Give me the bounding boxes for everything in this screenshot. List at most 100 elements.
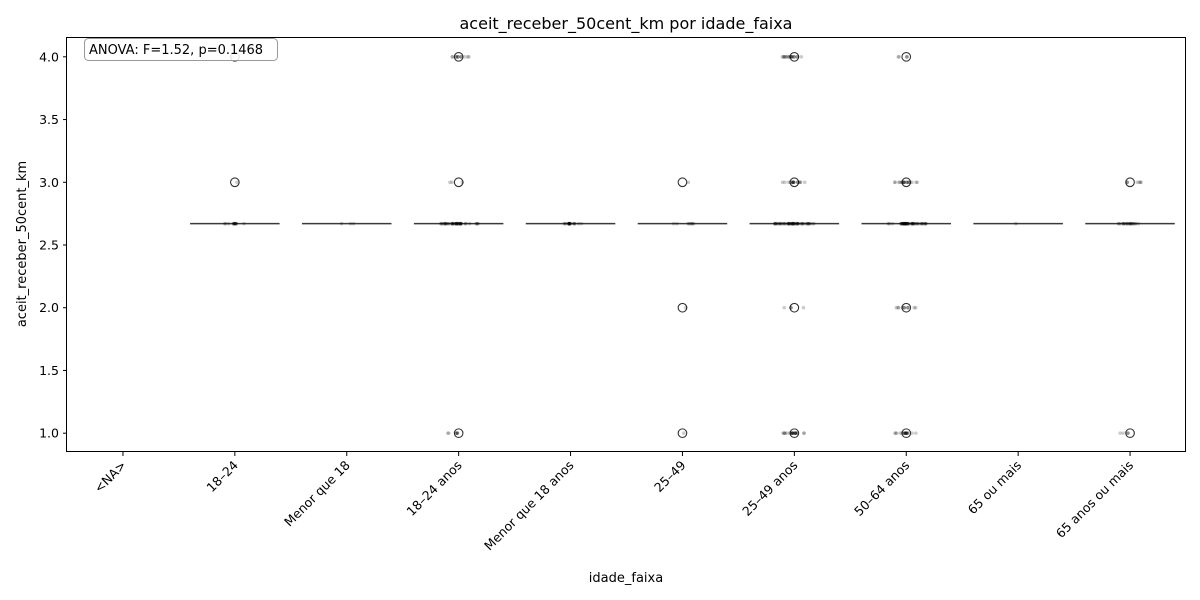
strip-point bbox=[454, 431, 459, 435]
strip-point bbox=[1118, 431, 1122, 435]
strip-point bbox=[791, 180, 795, 185]
strip-point bbox=[910, 180, 914, 185]
strip-point bbox=[446, 221, 450, 226]
strip-point bbox=[904, 180, 909, 185]
strip-point bbox=[1125, 180, 1130, 185]
strip-point bbox=[921, 221, 925, 226]
strip-point bbox=[806, 221, 810, 226]
strip-point bbox=[903, 431, 907, 435]
strip-point bbox=[456, 55, 460, 59]
strip-point bbox=[902, 221, 906, 226]
strip-point bbox=[787, 55, 792, 59]
strip-point bbox=[440, 221, 444, 226]
y-tick-label: 4.0 bbox=[39, 49, 59, 64]
strip-point bbox=[898, 431, 903, 435]
strip-point bbox=[459, 221, 463, 226]
strip-point bbox=[781, 55, 786, 59]
strip-point bbox=[1138, 180, 1143, 185]
strip-point bbox=[783, 431, 788, 435]
strip-point bbox=[904, 221, 909, 226]
strip-point bbox=[450, 55, 455, 59]
strip-point bbox=[901, 221, 905, 226]
y-tick-label: 3.5 bbox=[39, 112, 59, 127]
strip-point bbox=[782, 431, 787, 435]
strip-point bbox=[567, 221, 572, 226]
strip-point bbox=[903, 221, 907, 226]
strip-point bbox=[802, 431, 806, 435]
strip-point bbox=[458, 221, 463, 226]
strip-point bbox=[351, 221, 356, 226]
strip-point bbox=[450, 221, 454, 226]
strip-point bbox=[780, 180, 785, 185]
strip-point bbox=[796, 221, 800, 226]
strip-point bbox=[450, 221, 455, 226]
strip-point bbox=[911, 221, 916, 226]
strip-point bbox=[453, 221, 458, 226]
strip-point bbox=[793, 431, 797, 435]
strip-point bbox=[902, 221, 907, 226]
strip-point bbox=[792, 55, 796, 59]
strip-point bbox=[899, 221, 903, 226]
strip-point bbox=[572, 221, 576, 226]
strip-point bbox=[906, 221, 910, 226]
outlier-point bbox=[677, 177, 688, 188]
strip-point bbox=[792, 221, 796, 226]
strip-point bbox=[893, 431, 898, 435]
strip-point bbox=[914, 431, 918, 435]
strip-point bbox=[896, 180, 901, 185]
outlier-point bbox=[1125, 177, 1135, 188]
strip-point bbox=[904, 431, 908, 435]
strip-point bbox=[781, 221, 785, 226]
strip-point bbox=[463, 221, 468, 226]
strip-point bbox=[802, 180, 807, 185]
strip-point bbox=[906, 221, 911, 226]
strip-point bbox=[456, 221, 460, 226]
strip-point bbox=[801, 305, 806, 310]
strip-point bbox=[234, 221, 239, 226]
strip-point bbox=[567, 221, 571, 226]
strip-point bbox=[791, 431, 795, 435]
strip-point bbox=[896, 305, 901, 310]
strip-point bbox=[438, 221, 443, 226]
strip-point bbox=[786, 180, 791, 185]
strip-point bbox=[920, 221, 925, 226]
strip-point bbox=[567, 221, 571, 226]
strip-point bbox=[785, 221, 790, 226]
strip-point bbox=[789, 305, 793, 310]
strip-point bbox=[797, 180, 802, 185]
strip-point bbox=[777, 221, 782, 226]
strip-point bbox=[795, 221, 800, 226]
y-tick-label: 2.5 bbox=[39, 238, 59, 253]
strip-point bbox=[904, 221, 908, 226]
plot-area bbox=[190, 51, 1175, 439]
strip-point bbox=[568, 221, 573, 226]
strip-point bbox=[242, 221, 246, 226]
strip-point bbox=[686, 221, 691, 226]
strip-point bbox=[901, 180, 906, 185]
strip-point bbox=[456, 221, 461, 226]
strip-point bbox=[1124, 221, 1129, 226]
strip-point bbox=[790, 55, 794, 59]
strip-point bbox=[902, 431, 906, 435]
strip-point bbox=[778, 221, 782, 226]
strip-point bbox=[233, 221, 237, 226]
strip-point bbox=[794, 431, 799, 435]
strip-point bbox=[443, 221, 448, 226]
strip-point bbox=[684, 305, 688, 310]
anova-box bbox=[84, 38, 278, 61]
strip-point bbox=[913, 305, 918, 310]
strip-point bbox=[671, 221, 676, 226]
outlier-point bbox=[789, 428, 800, 439]
strip-point bbox=[898, 180, 902, 185]
strip-point bbox=[887, 221, 892, 226]
strip-point bbox=[910, 221, 915, 226]
strip-point bbox=[443, 221, 448, 226]
strip-point bbox=[791, 221, 795, 226]
strip-point bbox=[450, 55, 455, 59]
strip-point bbox=[800, 221, 805, 226]
strip-point bbox=[784, 55, 789, 59]
strip-point bbox=[788, 221, 792, 226]
strip-point bbox=[906, 180, 911, 185]
strip-point bbox=[923, 221, 927, 226]
strip-point bbox=[444, 221, 449, 226]
